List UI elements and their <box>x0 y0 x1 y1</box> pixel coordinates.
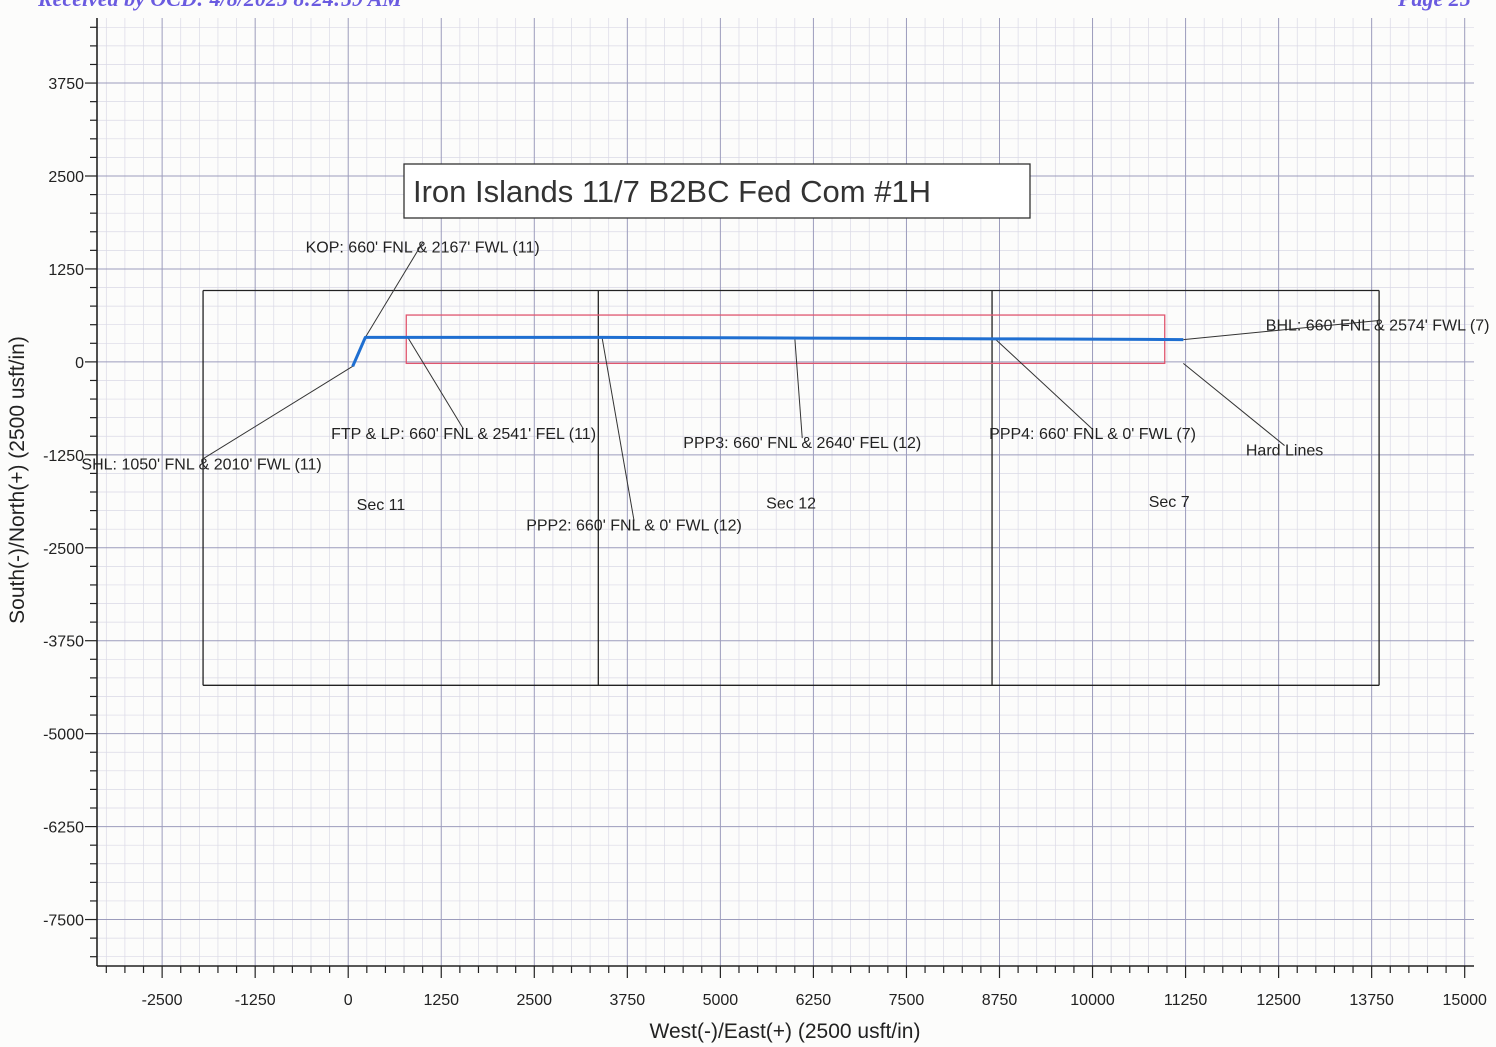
annotation-leader-line <box>601 337 635 521</box>
y-tick-label: 3750 <box>48 76 84 93</box>
annotation-leaders <box>201 242 1378 521</box>
annotation-leader-line <box>794 338 803 439</box>
section-label: Sec 12 <box>766 495 816 512</box>
y-tick-label: 0 <box>75 355 84 372</box>
annotation-label: FTP & LP: 660' FNL & 2541' FEL (11) <box>331 426 596 443</box>
section-boundaries <box>202 289 1380 686</box>
annotation-label: KOP: 660' FNL & 2167' FWL (11) <box>306 240 540 257</box>
y-axis-label: South(-)/North(+) (2500 usft/in) <box>6 336 29 624</box>
annotation-label: PPP4: 660' FNL & 0' FWL (7) <box>989 426 1196 443</box>
x-tick-label: 5000 <box>703 992 739 1009</box>
chart-title-box <box>403 163 1031 219</box>
y-tick-label: -7500 <box>43 913 84 930</box>
x-tick-label: -2500 <box>142 992 183 1009</box>
x-tick-label: 10000 <box>1070 992 1115 1009</box>
y-tick-label: 2500 <box>48 169 84 186</box>
annotation-leader-line <box>364 242 424 338</box>
y-tick-label: -3750 <box>43 634 84 651</box>
annotation-label: BHL: 660' FNL & 2574' FWL (7) <box>1266 318 1490 335</box>
annotation-leader-line <box>994 338 1093 430</box>
x-tick-label: 6250 <box>796 992 832 1009</box>
wellbore-series-line <box>351 335 1184 367</box>
y-tick-label: -6250 <box>43 820 84 837</box>
x-tick-label: 8750 <box>982 992 1018 1009</box>
section-label: Sec 7 <box>1149 494 1190 511</box>
x-tick-label: 13750 <box>1349 992 1394 1009</box>
page-number: Page 25 <box>1398 0 1471 12</box>
annotation-leader-line <box>1183 362 1285 446</box>
annotation-label: SHL: 1050' FNL & 2010' FWL (11) <box>81 457 321 474</box>
chart-title: Iron Islands 11/7 B2BC Fed Com #1H <box>413 174 931 209</box>
x-tick-label: 12500 <box>1256 992 1301 1009</box>
annotation-leader-line <box>407 337 465 430</box>
y-tick-label: -2500 <box>43 541 84 558</box>
x-axis-label: West(-)/East(+) (2500 usft/in) <box>650 1020 921 1043</box>
x-tick-label: 2500 <box>516 992 552 1009</box>
x-tick-label: 11250 <box>1164 992 1207 1009</box>
y-tick-label: -5000 <box>43 727 84 744</box>
x-tick-label: -1250 <box>235 992 276 1009</box>
x-tick-label: 0 <box>344 992 353 1009</box>
x-tick-label: 15000 <box>1442 992 1487 1009</box>
annotation-leader-line <box>1183 320 1378 341</box>
annotation-label: Hard Lines <box>1246 443 1323 460</box>
wellbore-path <box>351 335 1184 367</box>
y-tick-label: -1250 <box>43 448 84 465</box>
annotation-leader-line <box>201 365 353 461</box>
major-grid <box>97 18 1474 966</box>
chart-text: Iron Islands 11/7 B2BC Fed Com #1H West(… <box>6 163 1490 1043</box>
annotation-label: PPP3: 660' FNL & 2640' FEL (12) <box>683 435 921 452</box>
x-tick-label: 3750 <box>610 992 646 1009</box>
annotation-label: PPP2: 660' FNL & 0' FWL (12) <box>526 518 742 535</box>
section-label: Sec 11 <box>357 497 406 514</box>
minor-grid <box>97 18 1474 966</box>
x-tick-label: 7500 <box>889 992 925 1009</box>
axes: -2500 -1250 0 1250 2500 3750 5000 6250 7500 8750 1… <box>43 18 1487 1009</box>
y-tick-label: 1250 <box>48 262 84 279</box>
received-stamp: Received by OCD: 4/8/2025 8:24:59 AM <box>38 0 402 12</box>
x-tick-label: 1250 <box>423 992 459 1009</box>
